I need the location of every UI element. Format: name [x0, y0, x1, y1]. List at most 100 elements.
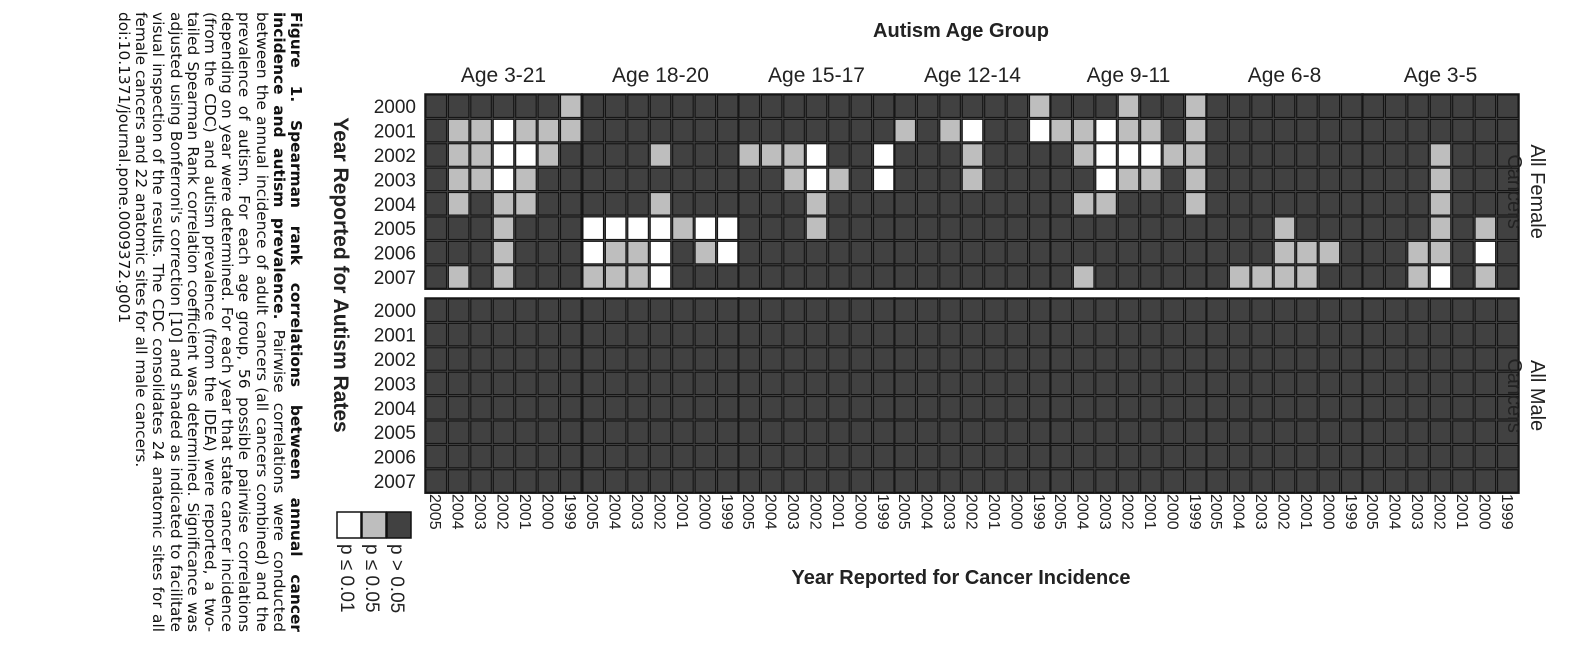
- heatmap-cell: [717, 420, 739, 444]
- heatmap-cell: [470, 94, 492, 118]
- heatmap-cell: [447, 192, 470, 216]
- heatmap-cell: [850, 396, 873, 420]
- heatmap-cell: [828, 240, 850, 265]
- heatmap-cell: [916, 192, 939, 216]
- heatmap-cell: [828, 167, 850, 192]
- heatmap-cell: [1251, 322, 1273, 347]
- heatmap-cell: [1251, 265, 1273, 289]
- heatmap-cell: [1185, 347, 1207, 371]
- heatmap-cell: [1162, 347, 1185, 371]
- heatmap-cell: [1452, 240, 1474, 265]
- y-tick-label: 2003: [374, 374, 416, 395]
- heatmap-cell: [1362, 347, 1384, 371]
- y-tick-label: 2000: [374, 301, 416, 322]
- heatmap-cell: [492, 94, 515, 118]
- heatmap-cell: [939, 322, 961, 347]
- heatmap-cell: [1029, 420, 1051, 444]
- heatmap-cell: [560, 322, 582, 347]
- heatmap-cell: [1407, 216, 1429, 240]
- heatmap-cell: [1384, 265, 1407, 289]
- heatmap-cell: [1318, 94, 1341, 118]
- heatmap-cell: [783, 322, 805, 347]
- heatmap-cell: [805, 322, 828, 347]
- heatmap-cell: [1318, 118, 1341, 143]
- heatmap-cell: [1497, 216, 1519, 240]
- heatmap-cell: [1095, 216, 1117, 240]
- heatmap-cell: [1296, 298, 1318, 322]
- heatmap-cell: [1117, 322, 1140, 347]
- heatmap-cell: [1318, 396, 1341, 420]
- heatmap-cell: [627, 143, 649, 167]
- heatmap-cell: [1117, 192, 1140, 216]
- heatmap-cell: [1474, 444, 1497, 469]
- heatmap-cell: [470, 347, 492, 371]
- heatmap-cell: [1095, 240, 1117, 265]
- heatmap-cell: [984, 94, 1006, 118]
- heatmap-cell: [1452, 298, 1474, 322]
- x-tick-label: 2004: [1386, 494, 1403, 530]
- heatmap-cell: [1429, 167, 1452, 192]
- legend-label-3: p > 0.05: [386, 544, 407, 613]
- heatmap-cell: [1162, 192, 1185, 216]
- heatmap-cell: [1407, 167, 1429, 192]
- heatmap-cell: [582, 265, 604, 289]
- heatmap-cell: [1407, 265, 1429, 289]
- heatmap-cell: [1006, 396, 1029, 420]
- heatmap-cell: [582, 240, 604, 265]
- y-tick-label: 2007: [374, 268, 416, 289]
- heatmap-cell: [492, 396, 515, 420]
- heatmap-cell: [1273, 240, 1296, 265]
- heatmap-cell: [1117, 94, 1140, 118]
- y-tick-label: 2004: [374, 399, 417, 420]
- heatmap-cell: [939, 167, 961, 192]
- heatmap-cell: [894, 216, 916, 240]
- heatmap-cell: [961, 444, 984, 469]
- heatmap-cell: [783, 265, 805, 289]
- heatmap-cell: [1162, 396, 1185, 420]
- heatmap-cell: [805, 371, 828, 396]
- heatmap-cell: [1006, 216, 1029, 240]
- heatmap-cell: [1407, 143, 1429, 167]
- heatmap-cell: [805, 240, 828, 265]
- heatmap-cell: [1162, 298, 1185, 322]
- heatmap-cell: [1050, 240, 1072, 265]
- x-tick-label: 2003: [784, 494, 801, 530]
- heatmap-cell: [1429, 216, 1452, 240]
- heatmap-cell: [1429, 298, 1452, 322]
- heatmap-cell: [1140, 167, 1162, 192]
- heatmap-cell: [1296, 469, 1318, 493]
- heatmap-cell: [1362, 444, 1384, 469]
- heatmap-cell: [672, 298, 694, 322]
- heatmap-cell: [805, 347, 828, 371]
- heatmap-cell: [1162, 143, 1185, 167]
- heatmap-cell: [1384, 396, 1407, 420]
- heatmap-cell: [447, 143, 470, 167]
- heatmap-cell: [672, 118, 694, 143]
- heatmap-cell: [1429, 469, 1452, 493]
- heatmap-cell: [515, 469, 537, 493]
- heatmap-cell: [1474, 371, 1497, 396]
- heatmap-cell: [1407, 192, 1429, 216]
- heatmap-cell: [1117, 347, 1140, 371]
- heatmap-cell: [1050, 322, 1072, 347]
- heatmap-cell: [1362, 192, 1384, 216]
- heatmap-cell: [1228, 118, 1251, 143]
- heatmap-cell: [1029, 167, 1051, 192]
- heatmap-cell: [1474, 216, 1497, 240]
- heatmap-cell: [1429, 192, 1452, 216]
- heatmap-cell: [492, 167, 515, 192]
- heatmap-cell: [1029, 347, 1051, 371]
- heatmap-cell: [939, 469, 961, 493]
- heatmap-cell: [649, 396, 672, 420]
- heatmap-cell: [738, 347, 760, 371]
- heatmap-cell: [828, 216, 850, 240]
- heatmap-cell: [984, 444, 1006, 469]
- heatmap-cell: [1185, 371, 1207, 396]
- heatmap-cell: [1072, 94, 1095, 118]
- heatmap-cell: [1095, 469, 1117, 493]
- heatmap-cell: [1162, 118, 1185, 143]
- heatmap-cell: [894, 469, 916, 493]
- heatmap-cell: [1095, 396, 1117, 420]
- heatmap-cell: [961, 118, 984, 143]
- heatmap-cell: [1117, 240, 1140, 265]
